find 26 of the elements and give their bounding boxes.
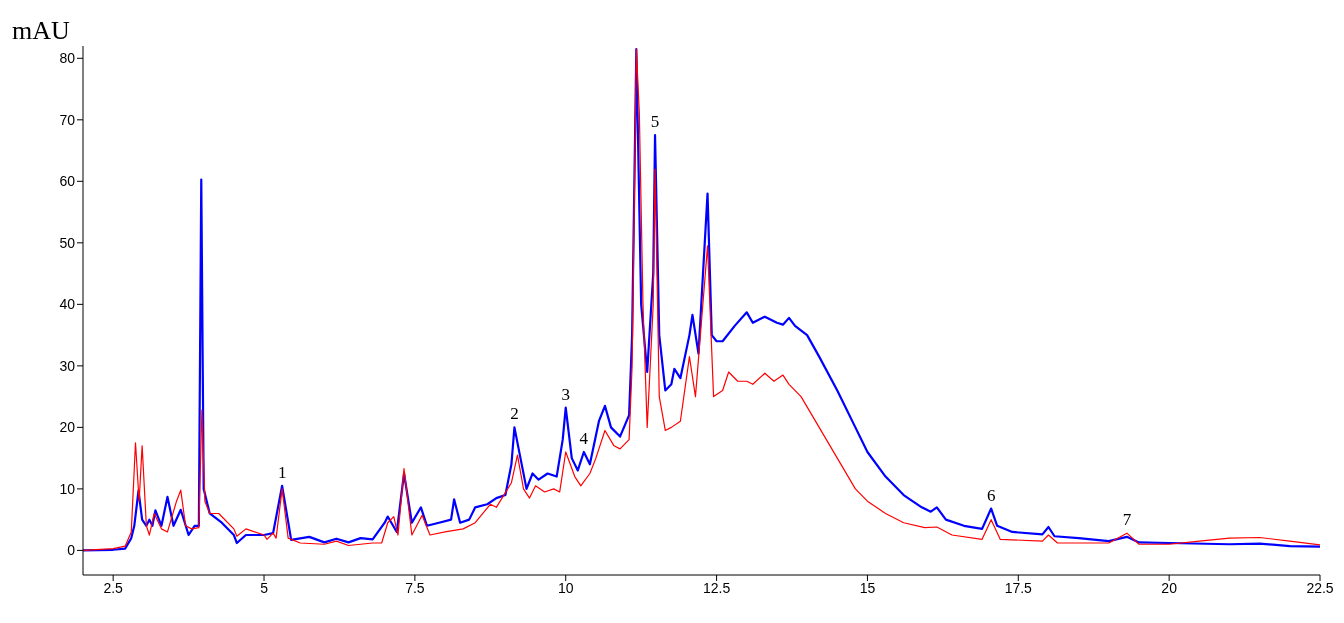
x-tick-label: 12.5 [702,579,731,596]
annotation: 7 [1122,510,1132,530]
x-tick-label: 15 [859,579,876,596]
y-tick-label: 80 [59,50,76,67]
x-tick-label: 20 [1161,579,1178,596]
y-axis-title: mAU [12,16,70,46]
x-tick-label: 17.5 [1004,579,1033,596]
x-tick-label: 22.5 [1306,579,1334,596]
y-tick-label: 50 [59,234,76,251]
y-tick-label: 20 [59,419,76,436]
annotation: 2 [510,404,519,424]
annotation: 6 [986,485,996,505]
x-tick-label: 7.5 [405,579,425,596]
y-tick-label: 10 [59,480,76,497]
annotation: 3 [561,384,570,404]
y-tick-label: 60 [59,173,76,190]
x-tick-label: 10 [557,579,574,596]
annotation: 5 [650,112,660,132]
annotation: 4 [579,428,589,448]
x-tick-label: 2.5 [103,579,124,596]
y-tick-label: 30 [59,357,76,374]
x-tick-label: 5 [260,579,269,596]
annotation: 1 [277,462,287,482]
y-tick-label: 70 [59,111,76,128]
y-tick-label: 0 [67,542,76,559]
y-tick-label: 40 [59,296,76,313]
